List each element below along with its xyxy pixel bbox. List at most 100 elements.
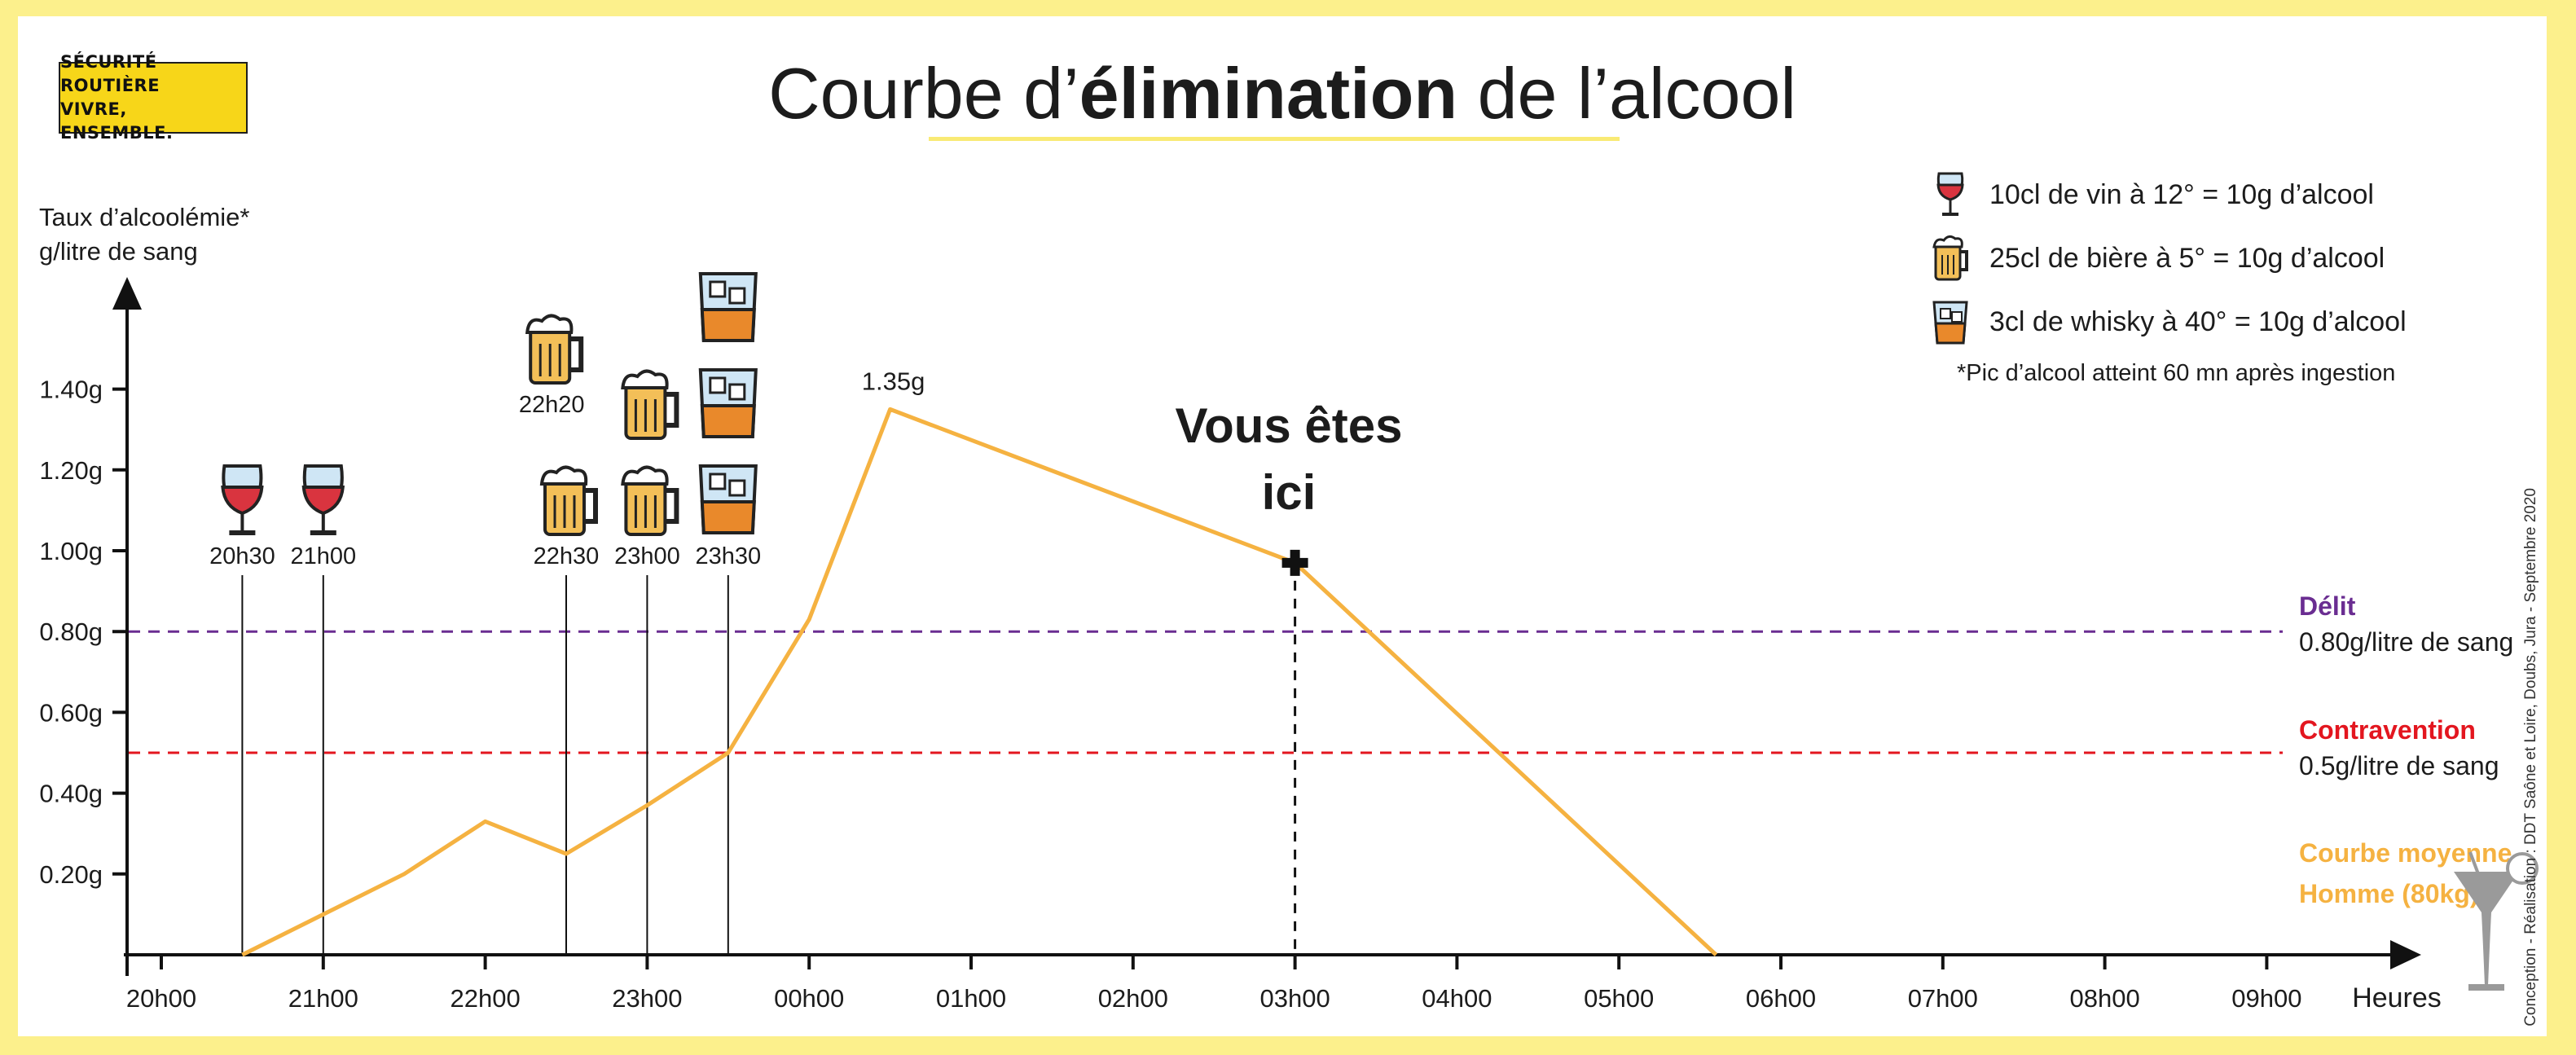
wine-drink-icon — [301, 464, 345, 535]
x-tick-label: 01h00 — [936, 984, 1006, 1013]
title-underline — [929, 137, 1620, 141]
ice-cube — [728, 383, 746, 401]
drink-time-label: 22h30 — [534, 543, 600, 569]
x-tick-label: 23h00 — [612, 984, 682, 1013]
whisky-drink-icon — [698, 272, 758, 342]
contravention-subtitle: 0.5g/litre de sang — [2299, 751, 2499, 780]
drink-time-label: 20h30 — [209, 543, 275, 569]
y-axis-arrow — [112, 277, 142, 310]
x-tick-label: 21h00 — [288, 984, 358, 1013]
you-are-here-annotation: Vous êtes ici — [1158, 393, 1419, 526]
whisky-glass-icon — [1932, 301, 1968, 345]
wine-liquid — [221, 486, 264, 516]
beer-mug-icon — [1932, 235, 1968, 281]
bac-curve-line — [241, 407, 1718, 957]
x-tick-label: 03h00 — [1259, 984, 1330, 1013]
ice-cube — [709, 473, 727, 490]
title-part-3: de l’alcool — [1457, 53, 1796, 134]
cocktail-glass-icon — [2454, 851, 2539, 991]
x-tick-label: 00h00 — [774, 984, 844, 1013]
y-tick-label: 0.40g — [39, 780, 103, 808]
page-title: Courbe d’élimination de l’alcool — [18, 52, 2547, 135]
curve-label-line-1: Courbe moyenne — [2299, 838, 2512, 868]
whisky-drink-icon — [698, 368, 758, 438]
y-axis-label-line-2: g/litre de sang — [39, 237, 198, 266]
wine-glass-icon — [1936, 172, 1964, 216]
curve-label: Courbe moyenne Homme (80kg) — [2299, 833, 2512, 914]
y-axis-label-line-1: Taux d’alcoolémie* — [39, 203, 250, 231]
y-tick-label: 0.80g — [39, 618, 103, 646]
peak-value-label: 1.35g — [862, 367, 925, 395]
x-axis-arrow — [2390, 940, 2421, 969]
y-tick-label: 1.20g — [39, 456, 103, 485]
x-axis-title: Heures — [2352, 982, 2442, 1013]
legend-text-wine: 10cl de vin à 12° = 10g d’alcool — [1989, 178, 2374, 210]
wine-drink-icon — [221, 464, 264, 535]
beer-foam — [621, 369, 669, 389]
beer-handle — [665, 392, 679, 428]
curve-label-line-2: Homme (80kg) — [2299, 879, 2479, 908]
wine-liquid — [301, 486, 345, 516]
cocktail-glass-shape — [2454, 872, 2519, 986]
drink-time-label: 22h20 — [519, 392, 585, 418]
you-are-here-cross-icon — [1281, 549, 1308, 576]
whisky-drink-icon — [698, 464, 758, 534]
legend-item-beer: 25cl de bière à 5° = 10g d’alcool — [1924, 226, 2407, 290]
y-tick-label: 1.00g — [39, 537, 103, 565]
beer-drink-icon — [539, 465, 598, 536]
whisky-liquid — [700, 308, 756, 342]
y-tick-label: 0.60g — [39, 698, 103, 727]
contravention-title: Contravention — [2299, 715, 2476, 745]
you-are-here-line-2: ici — [1261, 465, 1317, 520]
ice-cube — [709, 376, 727, 394]
threshold-label-delit: Délit 0.80g/litre de sang — [2299, 588, 2513, 660]
beer-foam — [621, 465, 669, 486]
y-tick-label: 1.40g — [39, 376, 103, 404]
y-tick-label: 0.20g — [39, 860, 103, 889]
logo-line-2: VIVRE, ENSEMBLE. — [60, 99, 174, 143]
whisky-liquid — [700, 404, 756, 438]
beer-foam — [525, 314, 574, 334]
beer-drink-icon — [621, 369, 679, 440]
logo-line-1: SÉCURITÉ ROUTIÈRE — [60, 52, 160, 95]
delit-subtitle: 0.80g/litre de sang — [2299, 627, 2514, 657]
beer-handle — [584, 488, 598, 524]
drink-time-label: 23h00 — [614, 543, 680, 569]
legend-item-whisky: 3cl de whisky à 40° = 10g d’alcool — [1924, 290, 2407, 354]
beer-drink-icon — [525, 314, 584, 385]
drink-time-label: 21h00 — [290, 543, 356, 569]
drink-time-label: 23h30 — [695, 543, 761, 569]
legend-text-whisky: 3cl de whisky à 40° = 10g d’alcool — [1989, 306, 2407, 337]
x-tick-label: 07h00 — [1908, 984, 1978, 1013]
alcohol-elimination-chart: 0.20g 0.40g 0.60g 0.80g 1.00g 1.20g 1.40g 20h00… — [39, 272, 2539, 1013]
legend-text-beer: 25cl de bière à 5° = 10g d’alcool — [1989, 242, 2385, 274]
whisky-liquid — [700, 500, 756, 534]
cocktail-glass-foot — [2468, 984, 2504, 991]
ice-cube — [728, 287, 746, 305]
x-tick-label: 20h00 — [126, 984, 196, 1013]
cocktail-straw — [2468, 851, 2491, 905]
delit-title: Délit — [2299, 591, 2356, 621]
threshold-label-contravention: Contravention 0.5g/litre de sang — [2299, 712, 2499, 784]
you-are-here-line-1: Vous êtes — [1175, 398, 1403, 453]
x-tick-label: 06h00 — [1746, 984, 1816, 1013]
x-tick-label: 22h00 — [450, 984, 520, 1013]
beer-handle — [665, 488, 679, 524]
title-part-bold: élimination — [1079, 53, 1458, 134]
securite-routiere-logo: SÉCURITÉ ROUTIÈRE VIVRE, ENSEMBLE. — [59, 52, 248, 143]
y-axis-label: Taux d’alcoolémie* g/litre de sang — [39, 200, 249, 269]
ice-cube — [709, 280, 727, 298]
beer-foam — [539, 465, 588, 486]
x-tick-label: 04h00 — [1422, 984, 1492, 1013]
chart-frame: SÉCURITÉ ROUTIÈRE VIVRE, ENSEMBLE. Courb… — [18, 16, 2547, 1036]
legend-item-wine: 10cl de vin à 12° = 10g d’alcool — [1924, 163, 2407, 226]
ice-cube — [728, 479, 746, 497]
beer-drink-icon — [621, 465, 679, 536]
x-tick-label: 08h00 — [2069, 984, 2139, 1013]
peak-footnote: *Pic d’alcool atteint 60 mn après ingest… — [1957, 360, 2396, 386]
legend: 10cl de vin à 12° = 10g d’alcool 25cl de… — [1924, 163, 2407, 354]
lemon-slice — [2506, 852, 2539, 885]
title-part-1: Courbe d’ — [768, 53, 1079, 134]
x-tick-label: 02h00 — [1098, 984, 1168, 1013]
x-tick-label: 05h00 — [1584, 984, 1654, 1013]
